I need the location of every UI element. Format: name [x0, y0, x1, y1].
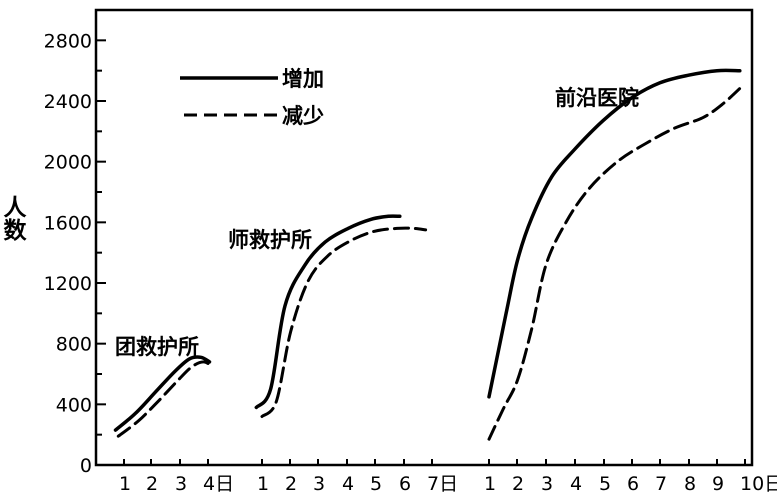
legend: 增加 减少: [180, 67, 324, 128]
x-tick-label: 3: [313, 473, 325, 493]
x-tick-label: 8: [684, 473, 696, 493]
y-tick-label: 1600: [44, 212, 92, 234]
x-tick-label: 1: [484, 473, 496, 493]
panel-label: 前沿医院: [555, 86, 639, 110]
x-axis: 1 2 3 4日 1 2 3 4 5 6 7日 1 2 3 4 5 6 7 8 9 10日: [119, 459, 777, 493]
y-tick-label: 2400: [44, 91, 92, 113]
plot-frame: [94, 8, 754, 467]
x-tick-label: 2: [512, 473, 524, 493]
y-axis-label: 人数: [0, 195, 27, 242]
x-tick-label: 3: [541, 473, 553, 493]
series-line-increase: [254, 214, 402, 410]
x-tick-label: 4: [570, 473, 582, 493]
y-axis: 0 400 800 1200 1600 2000 2400 2800: [44, 9, 106, 477]
x-tick-label: 10日: [740, 473, 777, 493]
series-line-decrease: [487, 84, 745, 441]
series-line-decrease: [116, 360, 214, 438]
x-tick-label: 7日: [427, 473, 458, 493]
y-tick-label: 1200: [44, 273, 92, 295]
x-tick-label: 1: [257, 473, 269, 493]
labels-layer: 团救护所 师救护所 前沿医院: [115, 86, 639, 359]
x-tick-label: 9: [712, 473, 724, 493]
x-tick-label: 2: [146, 473, 158, 493]
x-tick-label: 1: [119, 473, 131, 493]
x-tick-label: 5: [599, 473, 611, 493]
x-tick-label: 3: [175, 473, 187, 493]
y-tick-label: 0: [80, 455, 92, 477]
series-line-increase: [487, 68, 742, 399]
y-tick-label: 400: [56, 394, 92, 416]
y-tick-label: 800: [56, 334, 92, 356]
x-tick-label: 6: [399, 473, 411, 493]
x-tick-label: 2: [285, 473, 297, 493]
y-tick-label: 2800: [44, 30, 92, 52]
x-tick-label: 4日: [203, 473, 234, 493]
x-tick-label: 5: [370, 473, 382, 493]
series-layer: [113, 68, 745, 441]
x-tick-label: 6: [627, 473, 639, 493]
series-line-decrease: [260, 226, 428, 418]
x-tick-label: 7: [655, 473, 667, 493]
series-line-increase: [113, 355, 212, 432]
legend-increase-label: 增加: [282, 67, 324, 91]
legend-decrease-label: 减少: [282, 104, 324, 128]
y-tick-label: 2000: [44, 152, 92, 174]
panel-label: 师救护所: [228, 228, 312, 252]
panel-label: 团救护所: [115, 335, 199, 359]
x-tick-label: 4: [342, 473, 354, 493]
